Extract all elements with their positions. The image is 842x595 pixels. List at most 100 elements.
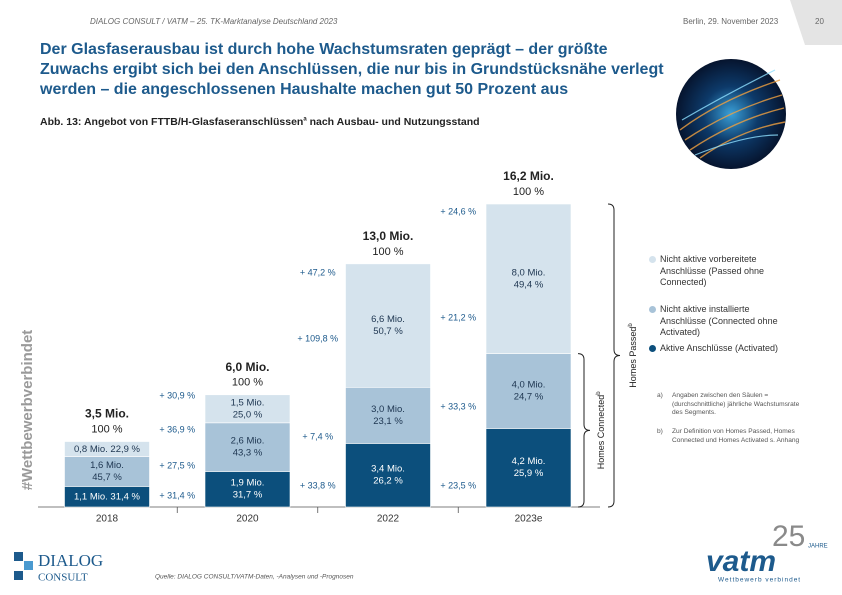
footnote: b) Zur Definition von Homes Passed, Homes… <box>657 428 800 445</box>
footnote-text: Angaben zwischen den Säulen = (durchschn… <box>672 392 800 416</box>
growth-label: + 23,5 % <box>440 480 476 490</box>
share-label: 26,2 % <box>373 476 403 487</box>
x-tick-label: 2022 <box>377 514 400 525</box>
footnote: a) Angaben zwischen den Säulen = (durchsc… <box>657 392 800 418</box>
value-label: 8,0 Mio. <box>512 267 546 278</box>
legend-label: Nicht aktive installierte Anschlüsse (Co… <box>660 304 778 337</box>
bar-segment <box>64 456 150 487</box>
legend-swatch <box>649 256 656 263</box>
subtitle-text: Abb. 13: Angebot von FTTB/H-Glasfaserans… <box>40 116 304 128</box>
share-label: 31,4 % <box>110 491 140 502</box>
bar-segment <box>345 443 431 508</box>
growth-label: + 7,4 % <box>302 431 333 441</box>
total-label: 6,0 Mio. <box>225 360 269 374</box>
logo-25: 25 <box>772 520 805 553</box>
dialog-logo: DIALOG CONSULT <box>14 551 103 584</box>
subtitle-mark: a <box>303 116 307 123</box>
bracket-name: Homes Connected <box>596 395 606 470</box>
bar-segment <box>204 394 291 424</box>
value-label: 0,8 Mio. <box>74 444 108 455</box>
slide-title: Der Glasfaserausbau ist durch hohe Wachs… <box>40 41 664 98</box>
logo-dialog: DIALOG <box>38 551 103 570</box>
value-label: 1,5 Mio. <box>231 397 265 408</box>
footnote-mark: a) <box>657 392 663 399</box>
legend-label: Nicht aktive vorbereitete Anschlüsse (Pa… <box>660 254 765 287</box>
share-label: 24,7 % <box>514 392 544 403</box>
growth-label: + 24,6 % <box>440 206 476 216</box>
footnote-text: Zur Definition von Homes Passed, Homes C… <box>672 428 800 444</box>
photo <box>676 59 786 169</box>
total-share-label: 100 % <box>372 246 403 258</box>
share-label: 25,9 % <box>514 468 544 479</box>
bar-segment <box>204 471 291 508</box>
bar-segment <box>345 386 431 444</box>
legend-label: Aktive Anschlüsse (Activated) <box>660 343 779 353</box>
share-label: 43,3 % <box>233 448 263 459</box>
growth-label: + 33,8 % <box>300 480 336 490</box>
total-label: 3,5 Mio. <box>85 407 129 421</box>
value-label: 1,1 Mio. <box>74 491 108 502</box>
page-number: 20 <box>815 17 824 26</box>
total-label: 16,2 Mio. <box>503 169 554 183</box>
bar-segment <box>64 441 150 457</box>
value-label: 4,0 Mio. <box>512 380 546 391</box>
value-label: 3,4 Mio. <box>371 464 405 475</box>
total-label: 13,0 Mio. <box>363 229 414 243</box>
value-label: 2,6 Mio. <box>231 436 265 447</box>
x-tick-label: 2023e <box>515 514 543 525</box>
value-label: 4,2 Mio. <box>512 456 546 467</box>
chart-subtitle: Abb. 13: Angebot von FTTB/H-Glasfaserans… <box>40 116 480 128</box>
corner-shape <box>790 0 842 45</box>
share-label: 31,7 % <box>233 490 263 501</box>
growth-label: + 109,8 % <box>297 333 338 343</box>
legend-swatch <box>649 345 656 352</box>
header-date: Berlin, 29. November 2023 <box>683 17 779 26</box>
value-label: 6,6 Mio. <box>371 314 405 325</box>
logo-vatm: vatm <box>706 545 776 578</box>
header-source: DIALOG CONSULT / VATM – 25. TK-Marktanal… <box>90 17 338 26</box>
bracket <box>577 353 591 508</box>
bar-segment <box>485 353 572 429</box>
share-label: 23,1 % <box>373 416 403 427</box>
legend-swatch <box>649 306 656 313</box>
legend-item: Aktive Anschlüsse (Activated) <box>649 343 795 355</box>
growth-label: + 47,2 % <box>300 267 336 277</box>
bar-segment <box>485 203 572 354</box>
logo-jahre: JAHRE <box>808 544 828 550</box>
bracket-mark: b <box>596 391 602 395</box>
share-label: 45,7 % <box>92 472 122 483</box>
source-note: Quelle: DIALOG CONSULT/VATM-Daten, -Anal… <box>155 574 354 581</box>
footnote-mark: b) <box>657 428 663 435</box>
total-share-label: 100 % <box>513 186 544 198</box>
bracket-mark: b <box>628 323 634 327</box>
x-tick-label: 2020 <box>236 514 259 525</box>
growth-label: + 33,3 % <box>440 401 476 411</box>
bracket-label: Homes Passedb <box>628 323 639 388</box>
legend-item: Nicht aktive installierte Anschlüsse (Co… <box>649 304 795 339</box>
growth-label: + 21,2 % <box>440 312 476 322</box>
value-label: 1,6 Mio. <box>90 460 124 471</box>
bracket-label: Homes Connectedb <box>596 391 607 470</box>
share-label: 25,0 % <box>233 409 263 420</box>
value-label: 3,0 Mio. <box>371 404 405 415</box>
logo-consult: CONSULT <box>38 572 88 584</box>
segment-label: 1,1 Mio. 31,4 % <box>74 491 141 502</box>
growth-label: + 31,4 % <box>159 490 195 500</box>
bar-segment <box>485 428 572 508</box>
subtitle-text: nach Ausbau- und Nutzungsstand <box>306 116 480 128</box>
segment-label: 0,8 Mio. 22,9 % <box>74 444 141 455</box>
hashtag: #Wettbewerbverbindet <box>19 330 36 491</box>
share-label: 49,4 % <box>514 279 544 290</box>
legend-item: Nicht aktive vorbereitete Anschlüsse (Pa… <box>649 254 795 289</box>
bracket-name: Homes Passed <box>628 327 638 388</box>
total-share-label: 100 % <box>91 423 122 435</box>
share-label: 22,9 % <box>110 444 140 455</box>
growth-label: + 27,5 % <box>159 460 195 470</box>
growth-label: + 30,9 % <box>159 390 195 400</box>
bracket <box>607 203 621 508</box>
total-share-label: 100 % <box>232 377 263 389</box>
vatm-logo: vatm 25 JAHRE Wettbewerb verbindet <box>706 520 828 584</box>
x-tick-label: 2018 <box>96 514 119 525</box>
